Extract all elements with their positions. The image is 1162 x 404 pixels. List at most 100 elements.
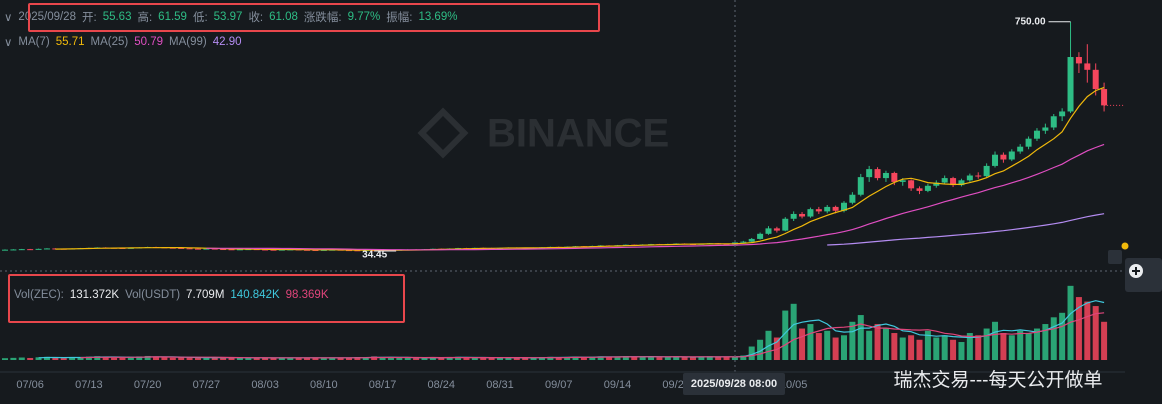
volume-bar — [102, 357, 109, 360]
volume-bar — [60, 358, 67, 360]
volume-bar — [1075, 297, 1082, 360]
value: 61.08 — [269, 11, 298, 23]
volume-bar — [815, 333, 822, 360]
candle-body — [857, 177, 864, 195]
volume-bar — [1017, 330, 1024, 360]
volume-bar — [505, 357, 512, 360]
volume-bar — [278, 358, 285, 360]
volume-bar — [1092, 306, 1099, 360]
volume-bar — [446, 357, 453, 360]
vol-item: 140.842K — [230, 289, 280, 301]
candle-body — [924, 185, 931, 191]
volume-bar — [1059, 312, 1066, 360]
candle-body — [882, 172, 889, 179]
candle-body — [1067, 57, 1074, 112]
volume-bar — [270, 357, 277, 360]
volume-bar — [555, 357, 562, 360]
candle-body — [832, 206, 839, 211]
volume-bar — [899, 337, 906, 360]
candle-body — [1084, 63, 1091, 70]
volume-bar — [866, 330, 873, 360]
candle-body — [43, 248, 50, 250]
candle-body — [1033, 130, 1040, 139]
value: 55.63 — [102, 11, 132, 23]
label: 收: — [248, 12, 264, 24]
volume-bar — [740, 355, 747, 360]
tool-icon[interactable] — [1108, 250, 1122, 264]
volume-bar — [194, 357, 201, 360]
vol-item: Vol(ZEC): — [14, 289, 64, 301]
volume-bar — [404, 357, 411, 360]
volume-bar — [614, 356, 621, 360]
candle-body — [220, 249, 227, 251]
volume-bar — [849, 321, 856, 360]
volume-bar — [933, 337, 940, 360]
volume-bar — [295, 357, 302, 360]
logo-text: BINANCE — [487, 112, 669, 156]
ma-line — [827, 213, 1105, 246]
volume-bar — [689, 357, 696, 360]
label: 开: — [81, 12, 97, 24]
volume-bar — [488, 357, 495, 360]
candle-body — [1092, 69, 1099, 90]
volume-bar — [228, 357, 235, 360]
volume-bar — [622, 356, 629, 360]
candle-body — [824, 206, 831, 212]
volume-bar — [1101, 321, 1108, 360]
volume-bar — [874, 324, 881, 360]
x-tick-label: 09/07 — [545, 379, 573, 391]
candle-body — [2, 249, 8, 251]
value: 13.69% — [418, 11, 458, 23]
volume-bar — [673, 356, 680, 360]
volume-bar — [1008, 335, 1015, 360]
chevron: ∨ — [4, 12, 13, 24]
candle-body — [1042, 127, 1049, 131]
volume-bar — [950, 339, 957, 360]
volume-bar — [824, 330, 831, 360]
volume-bar — [1067, 285, 1074, 360]
candle-body — [807, 209, 814, 217]
vol-item: 131.372K — [69, 289, 120, 301]
price-pane: 750.00 34.45 — [2, 16, 1108, 261]
ma-line — [206, 143, 1105, 251]
x-tick-label: 07/27 — [193, 379, 221, 391]
volume-bar — [1042, 324, 1049, 360]
logo: BINANCE — [417, 107, 669, 159]
candle-body — [18, 249, 25, 251]
candle-body — [891, 172, 898, 182]
volume-bar — [639, 356, 646, 360]
volume-bar — [320, 358, 327, 360]
volume-bar — [136, 356, 143, 360]
volume-bar — [723, 357, 730, 360]
candle-body — [1059, 111, 1066, 117]
volume-bar — [882, 328, 889, 360]
date: 2025/09/28 — [18, 11, 76, 23]
volume-bar — [52, 357, 59, 360]
ma-value: 55.71 — [55, 36, 85, 48]
volume-bar — [304, 357, 311, 360]
volume-bar — [757, 339, 764, 360]
candle-body — [782, 218, 789, 231]
volume-bar — [387, 357, 394, 360]
ma-label: MA(99) — [169, 36, 207, 48]
dot — [1121, 242, 1129, 250]
volume-bar — [337, 357, 344, 360]
volume-bar — [379, 357, 386, 360]
volume-bar — [983, 328, 990, 360]
x-tick-label: 07/13 — [75, 379, 103, 391]
volume-bar — [262, 357, 269, 360]
label: 振幅: — [386, 12, 413, 24]
candle-body — [874, 169, 881, 179]
candle-body — [757, 233, 764, 239]
volume-bar — [161, 357, 168, 360]
volume-bar — [1033, 328, 1040, 360]
volume-bar — [463, 357, 470, 360]
x-tick-label: 07/20 — [134, 379, 162, 391]
volume-bar — [966, 333, 973, 360]
candle-body — [1017, 146, 1024, 152]
volume-bar — [631, 357, 638, 360]
volume-bar — [992, 321, 999, 360]
volume-bar — [522, 357, 529, 360]
volume-bar — [832, 337, 839, 360]
